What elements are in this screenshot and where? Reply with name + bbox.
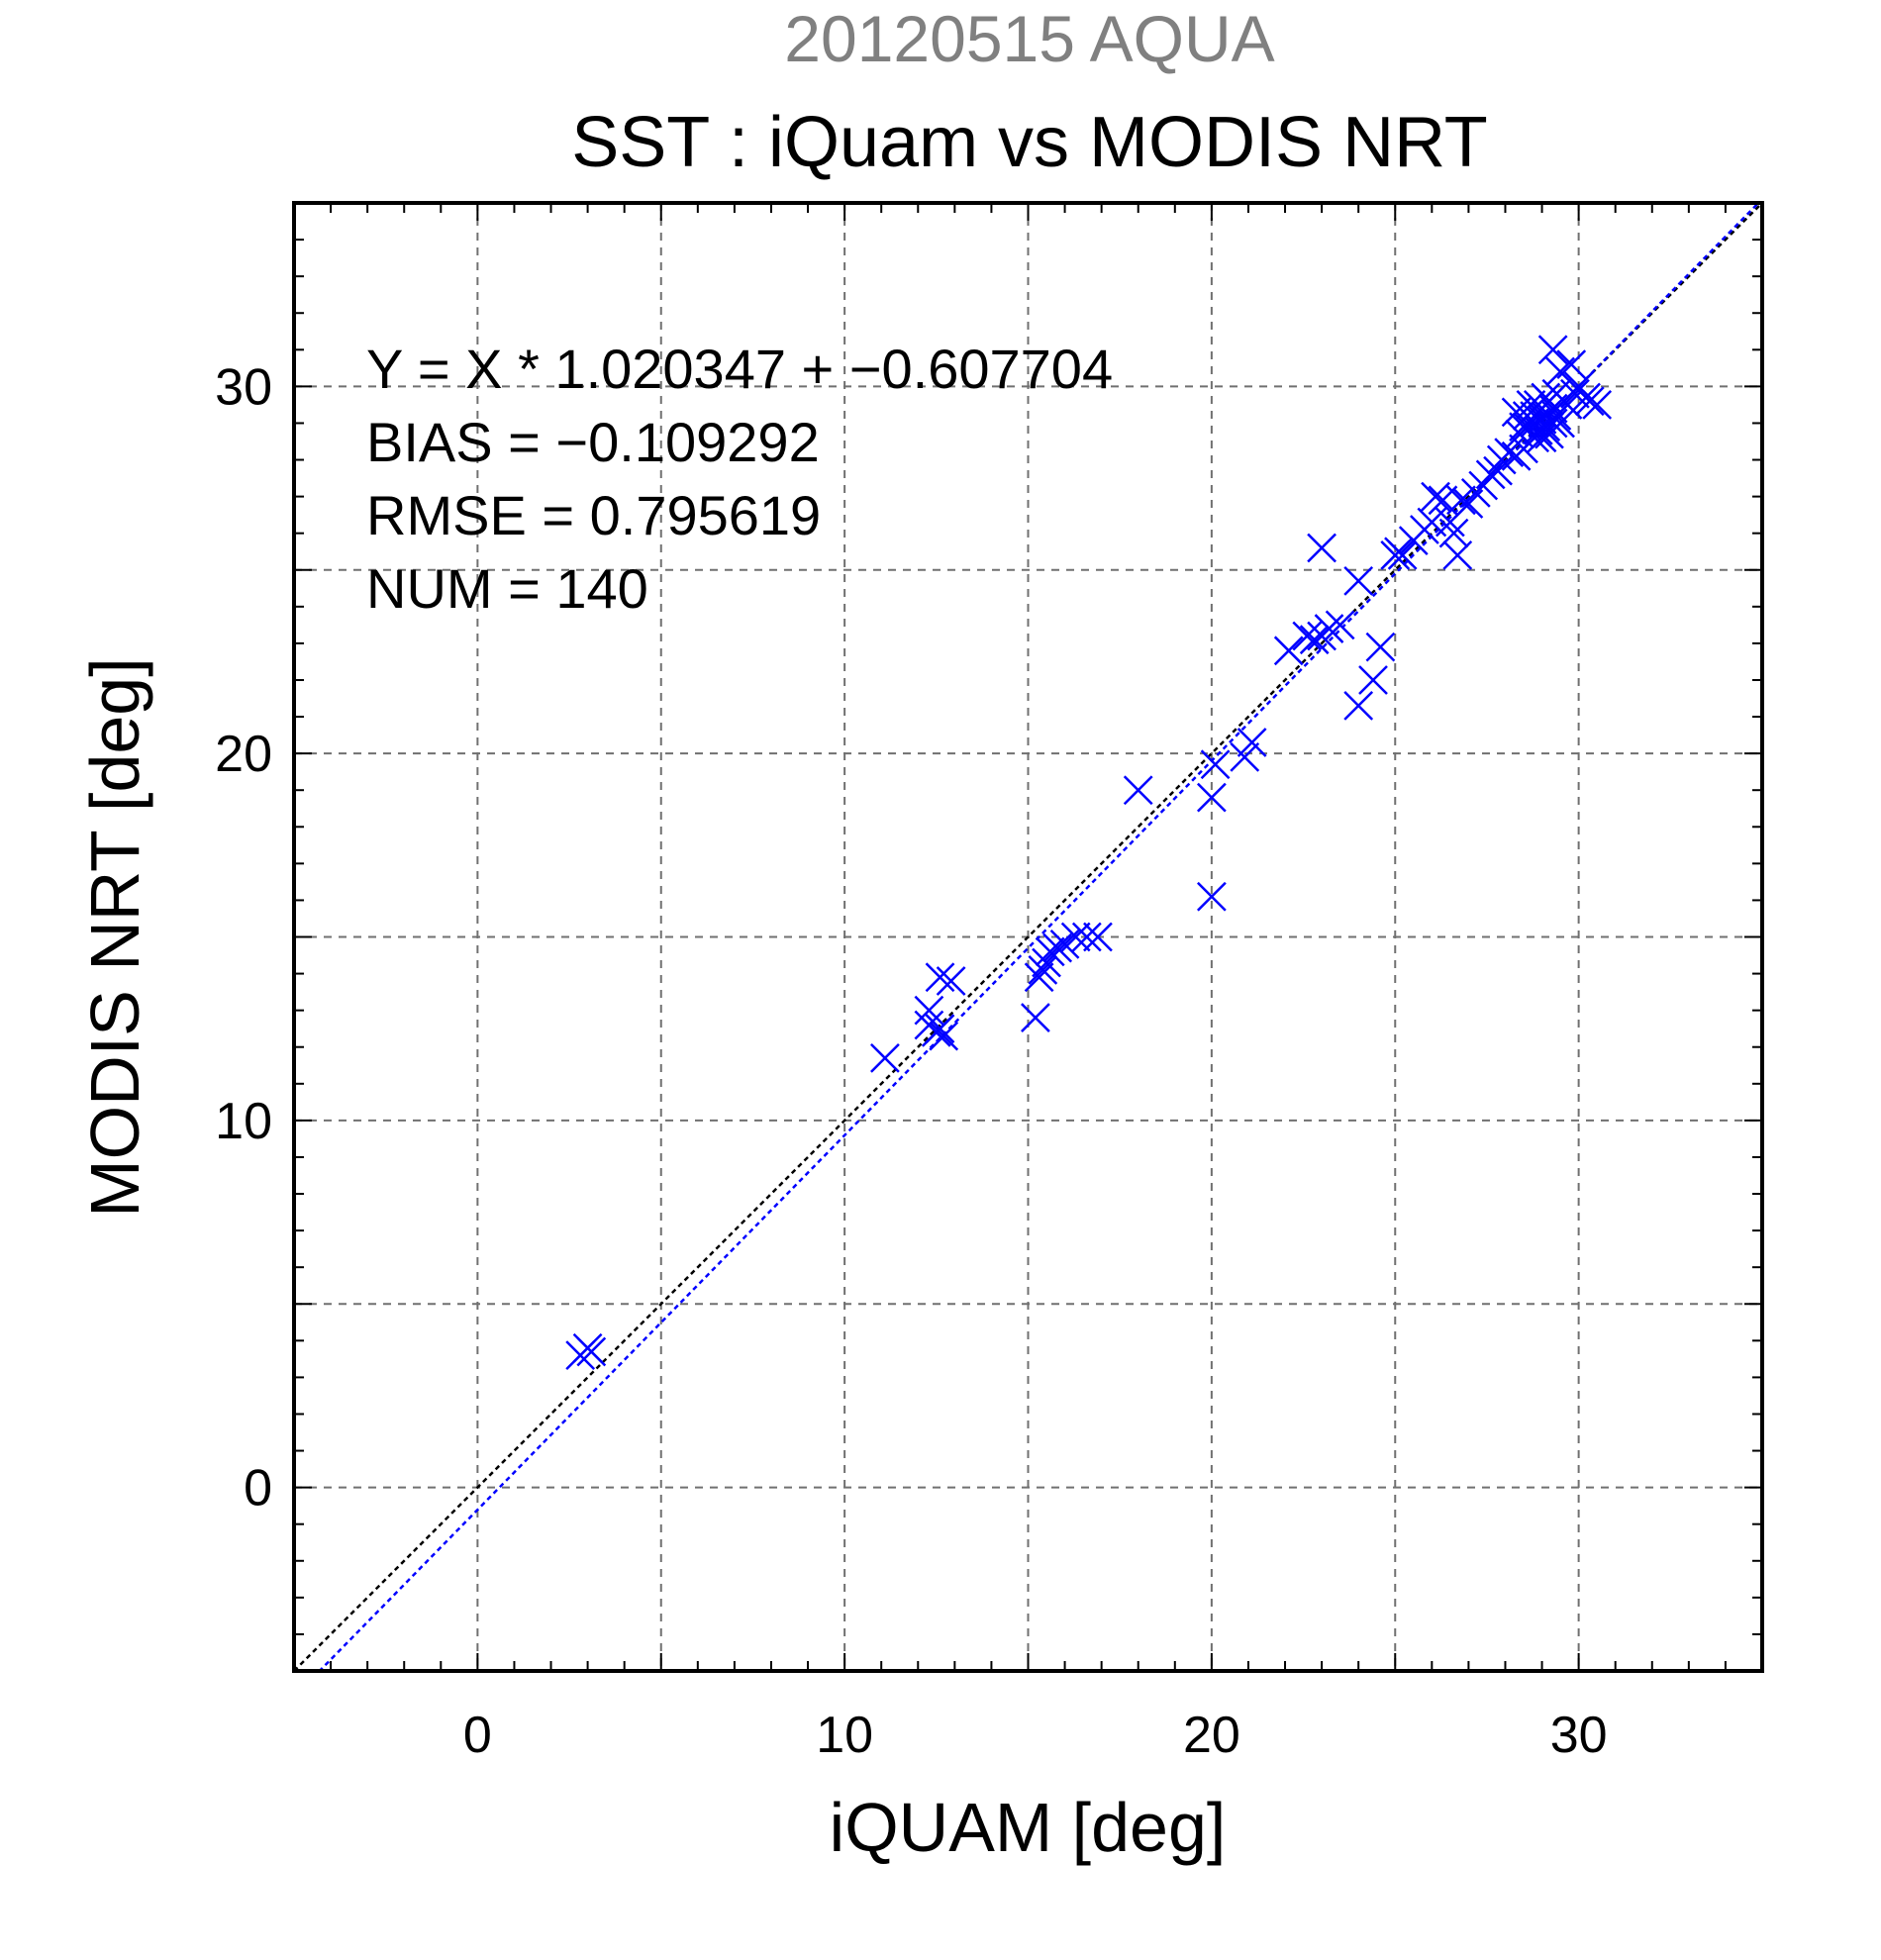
x-tick-label: 30 xyxy=(1550,1707,1608,1764)
data-point xyxy=(1446,485,1476,516)
data-point xyxy=(1083,922,1113,952)
data-point xyxy=(914,995,944,1026)
data-point xyxy=(1501,397,1532,428)
data-point xyxy=(1024,962,1054,993)
data-point xyxy=(1560,378,1590,409)
data-point xyxy=(1343,691,1374,721)
data-point xyxy=(1520,401,1550,431)
data-point xyxy=(925,962,955,993)
data-point xyxy=(936,966,966,996)
stats-bias: BIAS = −0.109292 xyxy=(366,411,820,473)
plot-frame xyxy=(292,201,1764,1673)
stats-rmse: RMSE = 0.795619 xyxy=(366,484,821,546)
data-point xyxy=(929,1021,959,1051)
data-point xyxy=(1531,382,1561,413)
data-point xyxy=(576,1336,607,1367)
data-point xyxy=(1292,621,1323,651)
data-point xyxy=(1556,349,1587,380)
data-point xyxy=(1200,749,1231,780)
data-point xyxy=(1314,614,1344,643)
data-point xyxy=(1307,533,1336,563)
data-point xyxy=(1123,775,1153,806)
data-point xyxy=(1042,932,1073,963)
x-axis-label: iQUAM [deg] xyxy=(830,1789,1227,1866)
stats-box: Y = X * 1.020347 + −0.607704 BIAS = −0.1… xyxy=(366,338,1113,620)
data-point xyxy=(1021,1003,1050,1032)
data-point xyxy=(1299,625,1330,655)
data-point xyxy=(1365,632,1396,662)
x-tick-label: 0 xyxy=(463,1707,492,1764)
y-tick-labels: 0 10 20 30 xyxy=(215,358,272,1517)
x-tick-label: 20 xyxy=(1183,1707,1240,1764)
y-tick-label: 10 xyxy=(215,1093,272,1150)
y-tick-label: 30 xyxy=(215,358,272,416)
data-point xyxy=(1537,408,1568,439)
stats-num: NUM = 140 xyxy=(366,557,648,620)
x-tick-label: 10 xyxy=(816,1707,873,1764)
data-point xyxy=(1325,610,1355,640)
data-point xyxy=(1196,881,1227,912)
y-axis-label: MODIS NRT [deg] xyxy=(76,657,153,1217)
data-point xyxy=(1273,636,1304,666)
data-point xyxy=(1582,390,1613,420)
data-point xyxy=(1230,741,1260,772)
y-tick-label: 20 xyxy=(215,726,272,783)
chart-title: 20120515 AQUA xyxy=(784,2,1274,75)
reference-lines xyxy=(294,203,1762,1671)
x-tick-labels: 0 10 20 30 xyxy=(463,1707,1608,1764)
regression-line xyxy=(318,203,1760,1671)
data-point xyxy=(1574,386,1605,417)
data-points xyxy=(565,335,1613,1371)
data-point xyxy=(1071,922,1102,952)
stats-equation: Y = X * 1.020347 + −0.607704 xyxy=(366,338,1113,400)
data-point xyxy=(1343,565,1374,596)
chart-subtitle: SST : iQuam vs MODIS NRT xyxy=(571,103,1488,182)
y-tick-label: 0 xyxy=(244,1460,272,1518)
data-point xyxy=(1237,728,1267,757)
data-point xyxy=(1358,665,1388,695)
grid-lines xyxy=(294,203,1762,1671)
data-point xyxy=(925,1014,955,1044)
data-point xyxy=(1483,455,1513,486)
data-point xyxy=(1438,518,1469,548)
data-point xyxy=(1035,936,1065,967)
data-point xyxy=(1060,922,1091,952)
data-point xyxy=(1387,540,1418,570)
data-point xyxy=(1475,459,1506,490)
data-point xyxy=(1421,481,1450,512)
data-point xyxy=(870,1042,900,1073)
data-point xyxy=(1196,782,1227,813)
data-point xyxy=(1537,335,1568,365)
data-point xyxy=(1028,954,1058,985)
